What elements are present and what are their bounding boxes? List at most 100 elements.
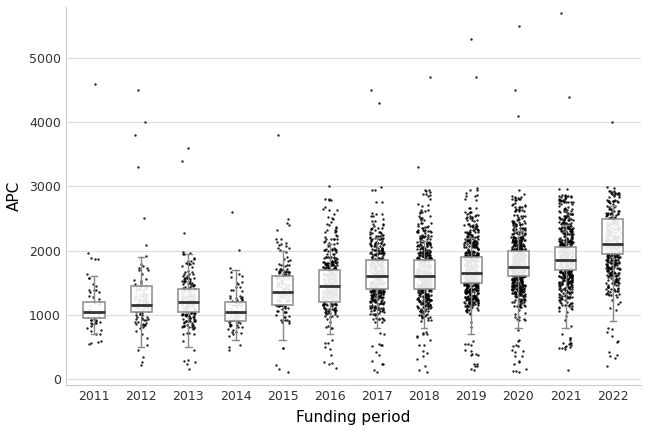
Point [566, 229, 576, 236]
Point [511, 257, 521, 264]
Point [415, 241, 425, 248]
Point [563, 248, 573, 255]
Point [559, 271, 570, 278]
Point [473, 270, 483, 277]
Point [514, 239, 524, 246]
Point [605, 187, 615, 194]
Point [472, 273, 483, 280]
Point [463, 248, 474, 255]
Point [237, 295, 248, 302]
PathPatch shape [178, 289, 199, 311]
Point [471, 253, 481, 260]
Point [373, 276, 383, 283]
Point [370, 262, 380, 269]
PathPatch shape [508, 251, 529, 276]
Point [561, 193, 571, 200]
Point [553, 285, 564, 292]
Point [421, 188, 432, 195]
Point [519, 225, 529, 232]
Point [327, 337, 338, 344]
Point [183, 289, 193, 296]
Point [466, 248, 476, 255]
Point [602, 263, 612, 270]
Point [318, 276, 329, 283]
Point [414, 292, 424, 299]
Point [555, 299, 566, 305]
Point [467, 292, 477, 299]
Point [318, 289, 328, 296]
Point [374, 250, 384, 257]
Point [413, 273, 424, 280]
Point [461, 306, 471, 313]
Point [564, 270, 574, 277]
Point [511, 265, 521, 272]
Point [470, 293, 480, 300]
Point [368, 311, 378, 318]
Point [331, 207, 341, 214]
Point [329, 270, 340, 277]
Point [185, 300, 195, 307]
Point [273, 242, 284, 249]
Point [556, 254, 566, 260]
Point [274, 365, 284, 372]
Point [564, 277, 575, 284]
Point [418, 191, 428, 198]
Point [515, 239, 525, 246]
Point [515, 276, 526, 283]
Point [330, 281, 340, 288]
Point [183, 261, 193, 268]
Point [376, 245, 387, 252]
Point [614, 250, 625, 257]
Point [553, 200, 564, 206]
Point [560, 212, 570, 219]
Point [568, 199, 578, 206]
Point [462, 234, 472, 241]
Point [190, 302, 200, 308]
Point [422, 207, 433, 214]
Point [412, 269, 422, 276]
Point [519, 208, 529, 215]
Point [512, 242, 522, 249]
Point [465, 235, 476, 242]
Point [509, 239, 520, 246]
Point [224, 346, 234, 353]
Point [325, 283, 335, 290]
Point [274, 275, 284, 282]
Point [322, 271, 332, 278]
Point [425, 268, 435, 275]
Point [472, 245, 483, 252]
Point [568, 260, 578, 267]
Point [376, 275, 386, 282]
Point [516, 253, 526, 260]
Point [330, 300, 341, 307]
Point [465, 230, 476, 237]
Point [513, 260, 523, 267]
Point [557, 258, 568, 265]
Point [467, 295, 478, 302]
Point [467, 232, 477, 238]
Point [509, 241, 520, 248]
Point [273, 298, 283, 305]
Point [331, 232, 341, 238]
Point [378, 216, 388, 222]
Point [132, 303, 143, 310]
Point [606, 213, 616, 220]
Point [520, 262, 530, 269]
Point [377, 257, 388, 264]
Point [473, 270, 483, 276]
Point [421, 272, 431, 279]
Point [461, 244, 471, 251]
Point [562, 279, 572, 286]
Point [511, 225, 522, 232]
Point [610, 215, 621, 222]
Point [514, 245, 524, 252]
Point [516, 246, 526, 253]
Point [560, 266, 570, 273]
Point [462, 296, 472, 303]
Point [515, 302, 525, 308]
Point [425, 268, 435, 275]
Point [473, 298, 483, 305]
Point [370, 288, 380, 295]
Point [459, 274, 470, 281]
Point [472, 245, 483, 252]
